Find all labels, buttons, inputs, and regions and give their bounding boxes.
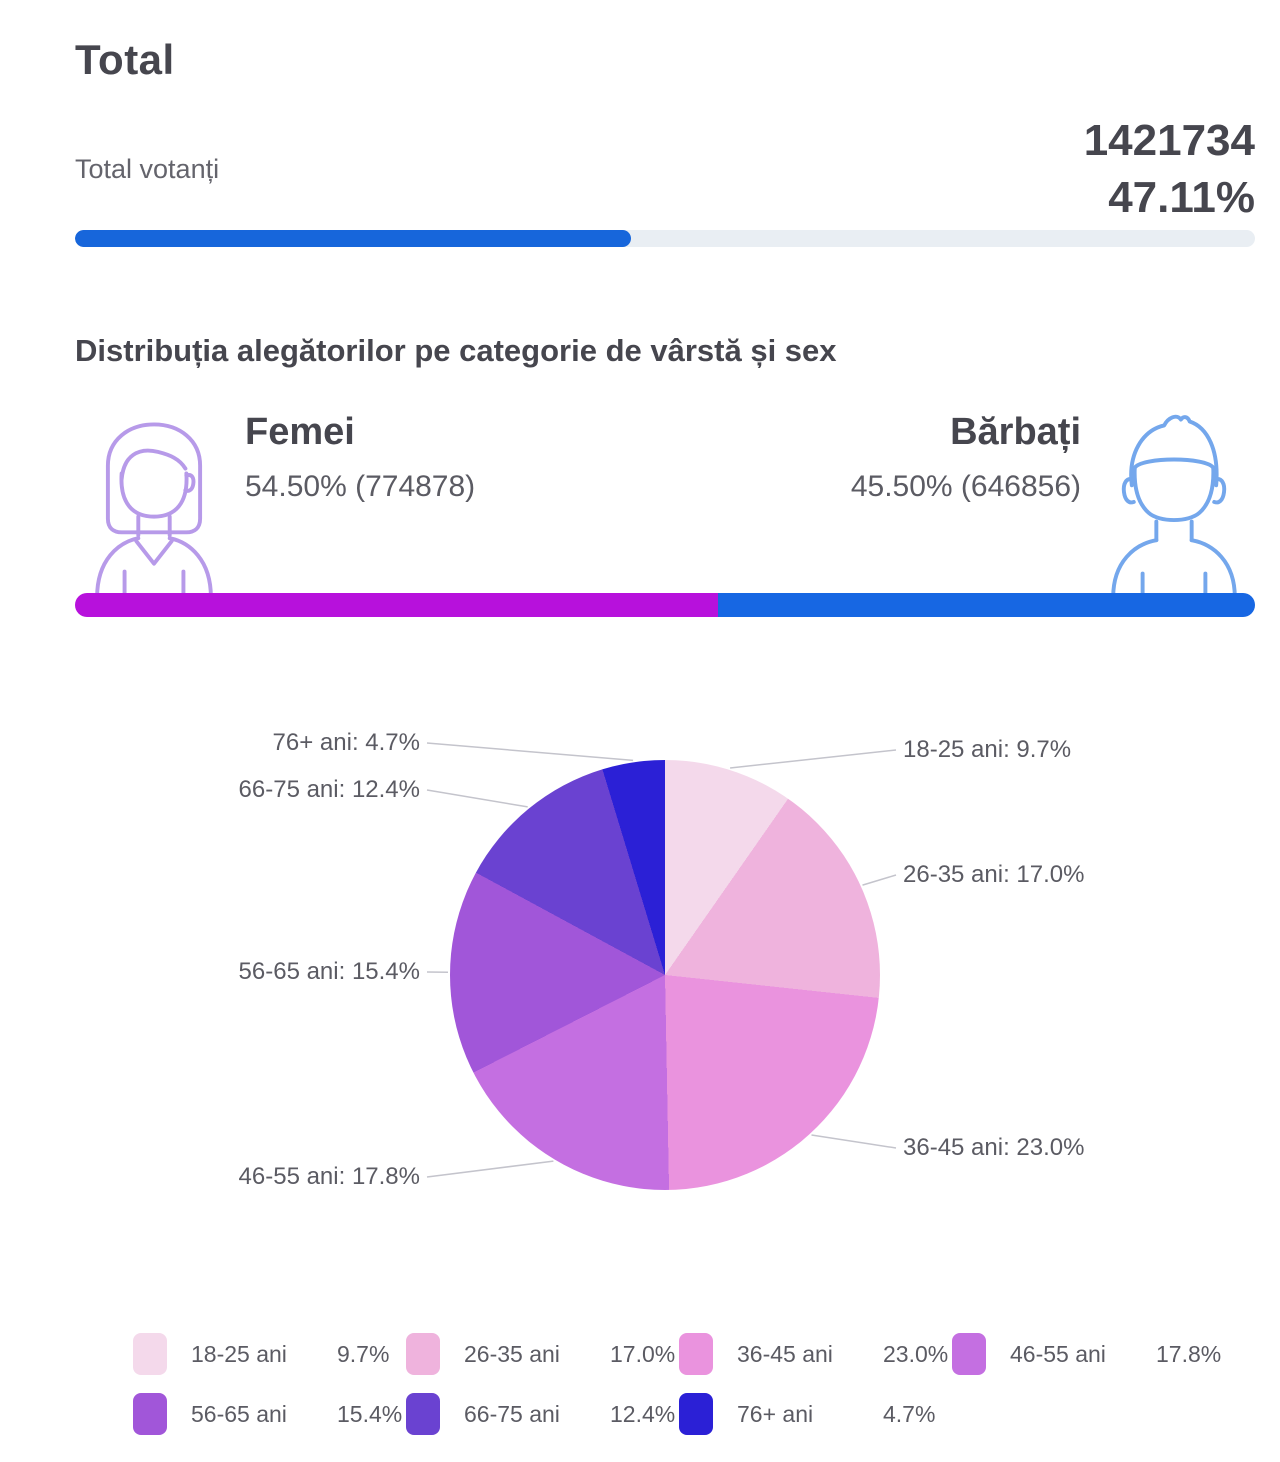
legend-percent: 4.7% [883,1400,936,1427]
pie-label-26-35-ani: 26-35 ani: 17.0% [903,861,1085,889]
legend-swatch [679,1393,713,1436]
pie[interactable] [450,760,880,1191]
gender-split-male-segment [718,593,1255,618]
total-voters-label: Total votanți [75,153,220,184]
gender-split-female-segment [75,593,719,618]
gender-split-bar [75,593,1255,618]
gender-summary-row: Femei 54.50% (774878) Bărbați 45.50% (64… [75,395,1255,601]
legend-label: 76+ ani [737,1400,814,1427]
legend-label: 18-25 ani [191,1340,287,1367]
total-voters-count: 1421734 [1083,116,1255,165]
legend-item-26-35-ani[interactable]: 26-35 ani 17.0% [406,1333,679,1376]
legend-swatch [952,1333,986,1376]
legend-percent: 9.7% [337,1340,390,1367]
legend-swatch [679,1333,713,1376]
male-label: Bărbați [950,411,1081,454]
page-title: Total [75,36,175,83]
legend-item-46-55-ani[interactable]: 46-55 ani 17.8% [952,1333,1225,1376]
turnout-progress-fill [75,230,631,248]
legend-percent: 15.4% [337,1400,403,1427]
male-avatar-icon [1093,395,1255,601]
legend-swatch [133,1333,167,1376]
legend-percent: 17.0% [610,1340,676,1367]
pie-label-18-25-ani: 18-25 ani: 9.7% [903,736,1072,764]
male-value: 45.50% (646856) [850,470,1081,504]
male-stats: Bărbați 45.50% (646856) [851,395,1081,504]
female-value: 54.50% (774878) [245,470,476,504]
pie-label-56-65-ani: 56-65 ani: 15.4% [238,958,420,986]
pie-label-66-75-ani: 66-75 ani: 12.4% [238,776,420,804]
female-stats: Femei 54.50% (774878) [245,395,475,504]
legend-swatch [406,1333,440,1376]
legend-item-18-25-ani[interactable]: 18-25 ani 9.7% [133,1333,406,1376]
total-voters-row: Total votanți 1421734 47.11% [75,112,1255,226]
age-distribution-pie-chart: 18-25 ani: 9.7% 26-35 ani: 17.0% 36-45 ani… [0,705,1280,1225]
legend-item-66-75-ani[interactable]: 66-75 ani 12.4% [406,1393,679,1436]
turnout-progress-bar [75,230,1255,248]
legend-item-76+-ani[interactable]: 76+ ani 4.7% [679,1393,952,1436]
legend-percent: 17.8% [1156,1340,1222,1367]
distribution-section-title: Distribuția alegătorilor pe categorie de… [75,333,837,369]
total-voters-percent: 47.11% [1108,173,1255,223]
legend-label: 66-75 ani [464,1400,560,1427]
legend-label: 36-45 ani [737,1340,833,1367]
legend-label: 56-65 ani [191,1400,287,1427]
dashboard: Total Total votanți 1421734 47.11% Distr… [75,0,1255,1436]
total-voters-numbers: 1421734 47.11% [1084,112,1255,226]
legend-label: 46-55 ani [1010,1340,1106,1367]
legend-percent: 23.0% [883,1340,949,1367]
legend-swatch [133,1393,167,1436]
legend-label: 26-35 ani [464,1340,560,1367]
legend-swatch [406,1393,440,1436]
pie-label-46-55-ani: 46-55 ani: 17.8% [238,1163,420,1191]
legend-item-36-45-ani[interactable]: 36-45 ani 23.0% [679,1333,952,1376]
pie-label-76+-ani: 76+ ani: 4.7% [272,729,420,757]
female-avatar-icon [75,395,233,601]
legend-item-56-65-ani[interactable]: 56-65 ani 15.4% [133,1393,406,1436]
legend-percent: 12.4% [610,1400,676,1427]
female-label: Femei [245,411,355,454]
pie-label-36-45-ani: 36-45 ani: 23.0% [903,1134,1085,1162]
pie-legend: 18-25 ani 9.7% 26-35 ani 17.0% 36-45 ani 23.0… [133,1333,1255,1436]
